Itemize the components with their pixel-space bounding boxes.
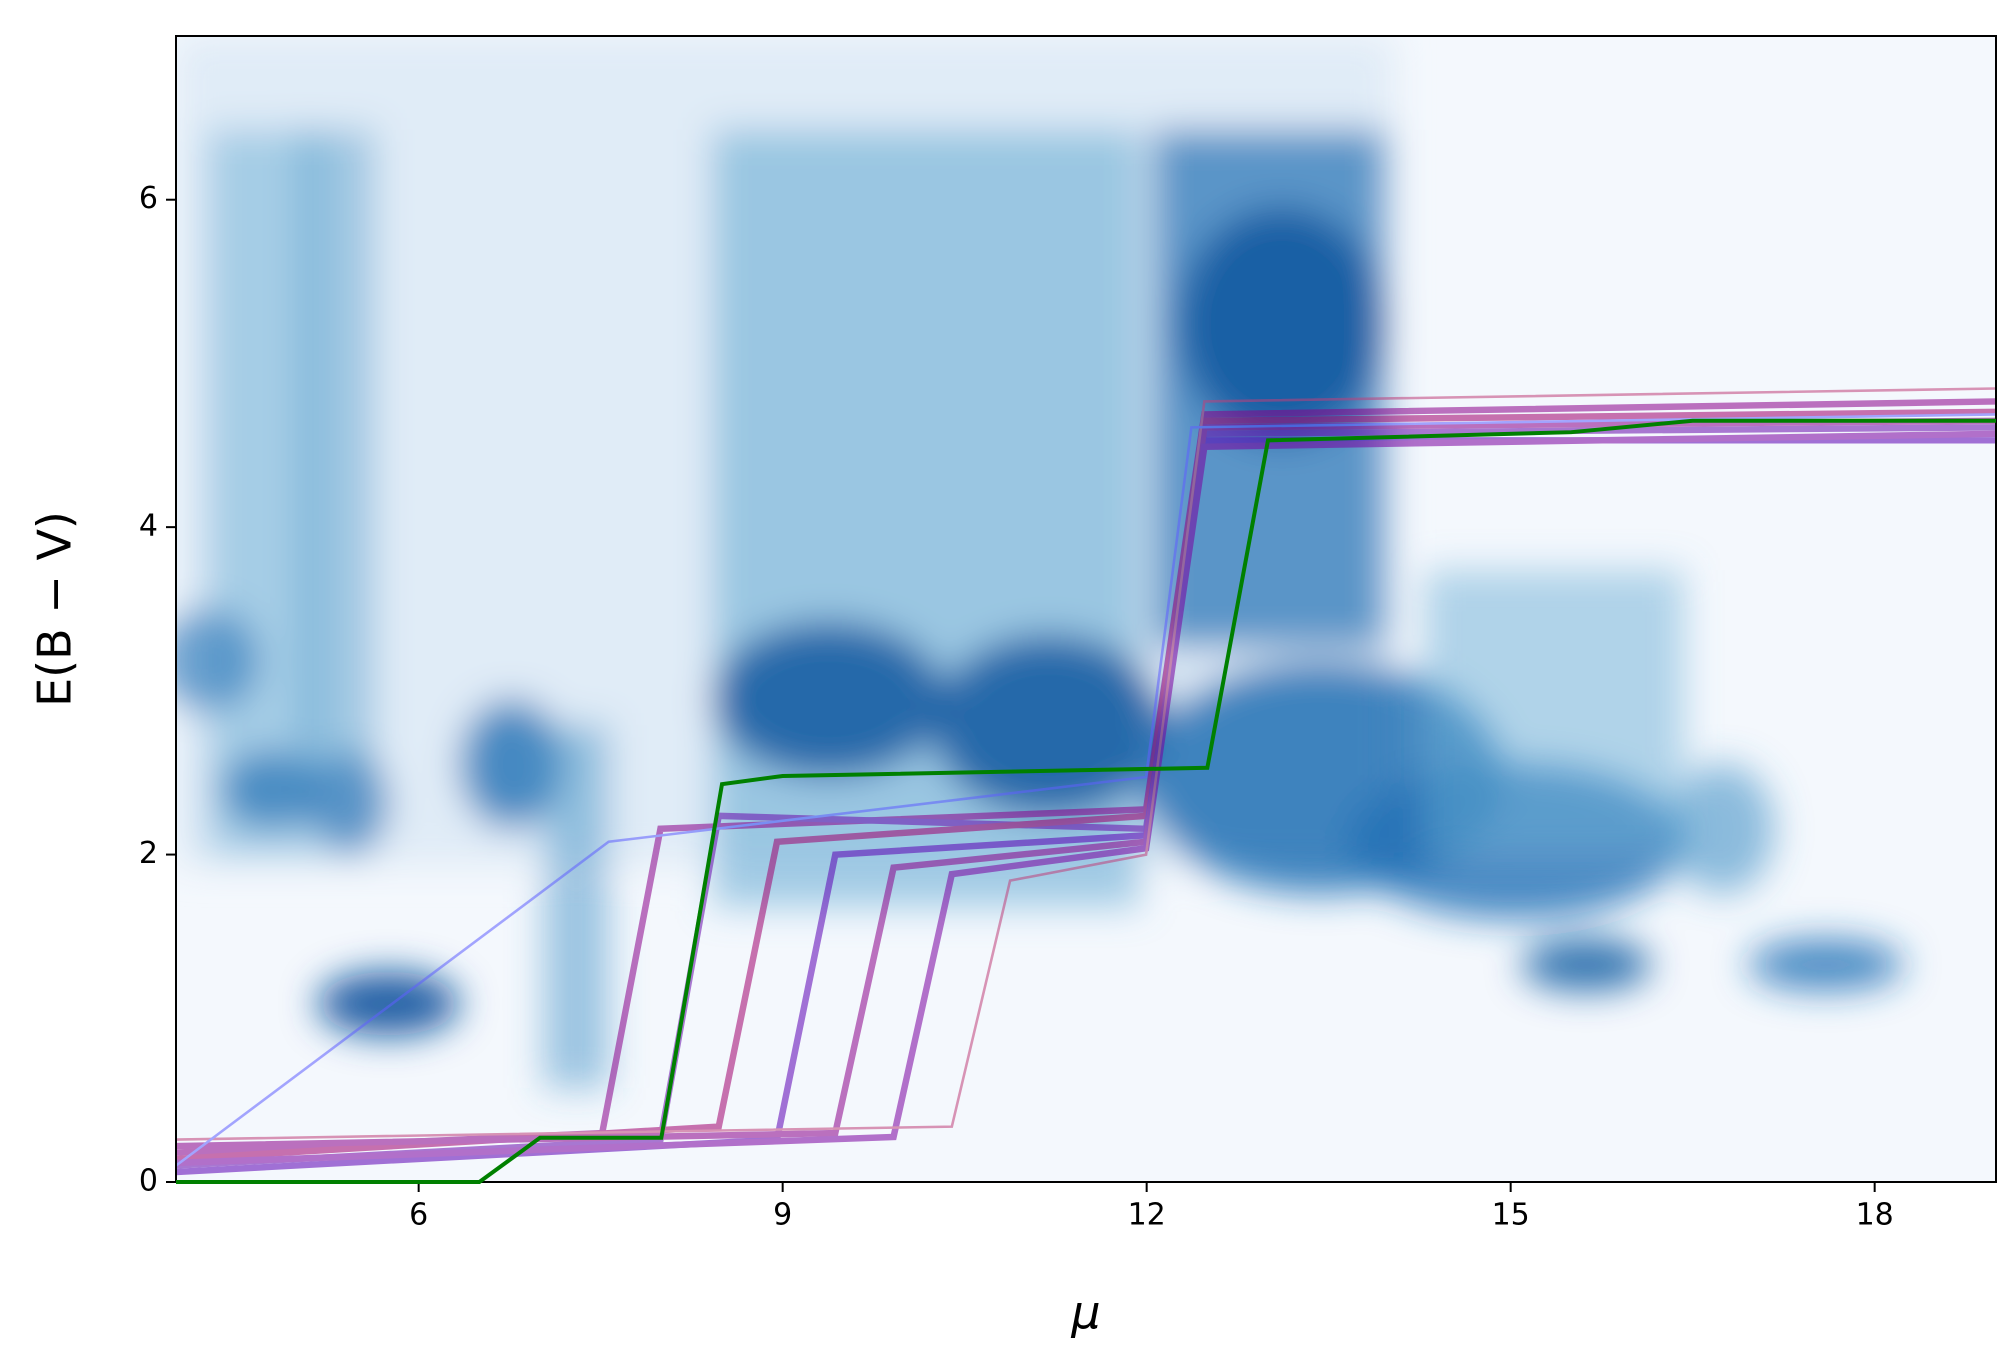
y-tick-label: 6: [139, 181, 158, 216]
y-axis-label: E(B − V): [28, 511, 82, 707]
y-tick-label: 4: [139, 509, 158, 544]
data-line: [176, 418, 1996, 1184]
density-map: [176, 36, 1996, 1183]
plot-frame: [175, 35, 1997, 1183]
y-tick-label: 0: [139, 1164, 158, 1199]
x-tick-label: 15: [1492, 1198, 1530, 1233]
y-tick-label: 2: [139, 836, 158, 871]
x-tick-label: 18: [1856, 1198, 1894, 1233]
x-tick-label: 6: [409, 1198, 428, 1233]
x-tick-label: 9: [773, 1198, 792, 1233]
x-tick-label: 12: [1128, 1198, 1166, 1233]
x-axis-label: μ: [1070, 1286, 1100, 1340]
